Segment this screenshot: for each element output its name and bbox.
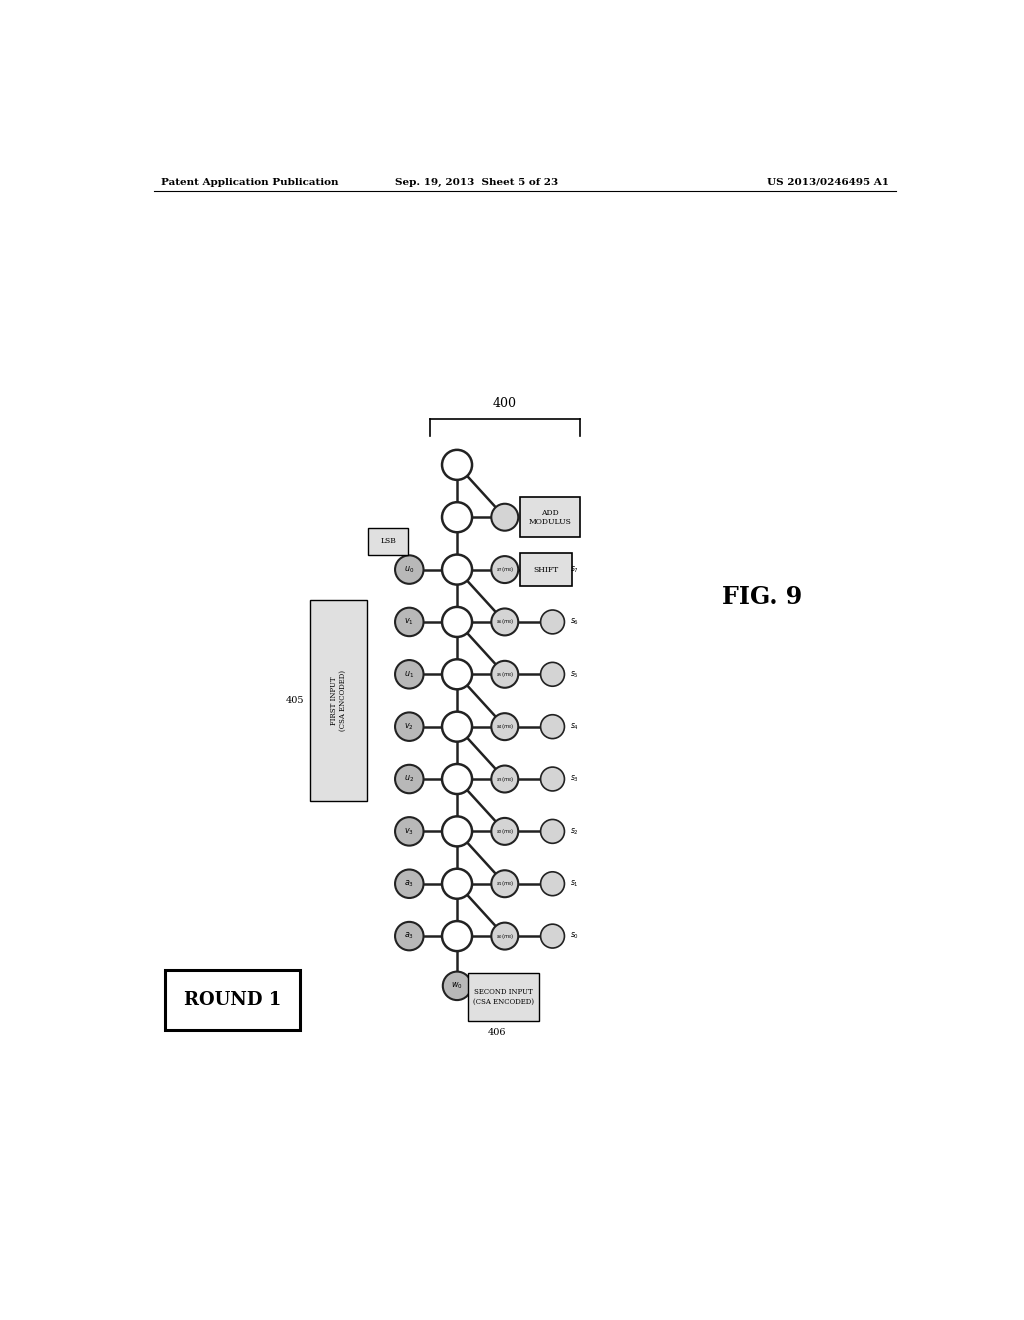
Circle shape [395,607,424,636]
Circle shape [395,870,424,898]
Text: $a_3$: $a_3$ [404,879,415,888]
FancyBboxPatch shape [468,973,540,1022]
Text: $v_2$: $v_2$ [404,722,414,731]
Circle shape [541,767,564,791]
Text: FIG. 9: FIG. 9 [722,585,802,610]
Text: ROUND 1: ROUND 1 [184,991,282,1008]
Circle shape [541,663,564,686]
Text: SECOND INPUT
(CSA ENCODED): SECOND INPUT (CSA ENCODED) [473,989,535,1006]
Text: $s_6$: $s_6$ [569,616,579,627]
Text: $s_7$: $s_7$ [569,565,579,574]
Text: $s_5$: $s_5$ [569,669,579,680]
Text: $s_0(m_0)$: $s_0(m_0)$ [496,932,514,941]
FancyBboxPatch shape [520,498,580,537]
Text: SHIFT: SHIFT [534,565,559,574]
Circle shape [442,502,472,532]
Text: $a_3$: $a_3$ [404,931,415,941]
Text: $w_0$: $w_0$ [452,981,463,991]
Circle shape [541,557,564,582]
Text: FIRST INPUT
(CSA ENCODED): FIRST INPUT (CSA ENCODED) [330,671,347,731]
Circle shape [442,972,471,1001]
Circle shape [492,661,518,688]
Circle shape [442,711,472,742]
Text: $u_1$: $u_1$ [404,669,415,680]
Text: $s_4(m_0)$: $s_4(m_0)$ [496,722,514,731]
Circle shape [492,818,518,845]
Circle shape [442,921,472,952]
Text: $s_1$: $s_1$ [569,879,579,888]
Circle shape [395,713,424,741]
Text: ADD
MODULUS: ADD MODULUS [528,508,571,525]
Text: US 2013/0246495 A1: US 2013/0246495 A1 [767,178,889,186]
Circle shape [442,659,472,689]
Circle shape [492,766,518,792]
Text: 406: 406 [488,1027,507,1036]
FancyBboxPatch shape [165,970,300,1030]
Circle shape [492,504,518,531]
Circle shape [395,921,424,950]
FancyBboxPatch shape [369,528,408,554]
Circle shape [492,713,518,741]
FancyBboxPatch shape [310,599,367,801]
Text: $s_3(m_0)$: $s_3(m_0)$ [496,775,514,784]
Text: $u_0$: $u_0$ [404,565,415,574]
Circle shape [541,714,564,739]
Circle shape [395,817,424,846]
Text: 400: 400 [493,397,517,409]
Circle shape [492,609,518,635]
Text: $v_3$: $v_3$ [404,826,415,837]
Text: $v_1$: $v_1$ [404,616,414,627]
Circle shape [395,660,424,689]
Text: $s_5(m_0)$: $s_5(m_0)$ [496,669,514,678]
Circle shape [541,820,564,843]
Text: $s_1(m_0)$: $s_1(m_0)$ [496,879,514,888]
Circle shape [395,556,424,583]
Text: 405: 405 [286,696,304,705]
Text: $s_7(m_0)$: $s_7(m_0)$ [496,565,514,574]
Circle shape [492,556,518,583]
Circle shape [442,450,472,480]
Text: Sep. 19, 2013  Sheet 5 of 23: Sep. 19, 2013 Sheet 5 of 23 [395,178,559,186]
Circle shape [541,871,564,896]
Circle shape [442,607,472,638]
Circle shape [395,764,424,793]
Text: LSB: LSB [380,537,396,545]
FancyBboxPatch shape [520,553,572,586]
Circle shape [442,816,472,846]
Circle shape [442,554,472,585]
Text: $s_2$: $s_2$ [569,826,579,837]
Text: $s_0$: $s_0$ [569,931,579,941]
Text: Patent Application Publication: Patent Application Publication [162,178,339,186]
Circle shape [541,924,564,948]
Circle shape [492,870,518,898]
Circle shape [442,869,472,899]
Circle shape [442,764,472,795]
Circle shape [541,610,564,634]
Text: $s_3$: $s_3$ [569,774,579,784]
Text: $s_2(m_0)$: $s_2(m_0)$ [496,826,514,836]
Circle shape [492,923,518,949]
Text: $s_4$: $s_4$ [569,722,579,731]
Text: $s_6(m_0)$: $s_6(m_0)$ [496,618,514,627]
Text: $u_2$: $u_2$ [404,774,415,784]
